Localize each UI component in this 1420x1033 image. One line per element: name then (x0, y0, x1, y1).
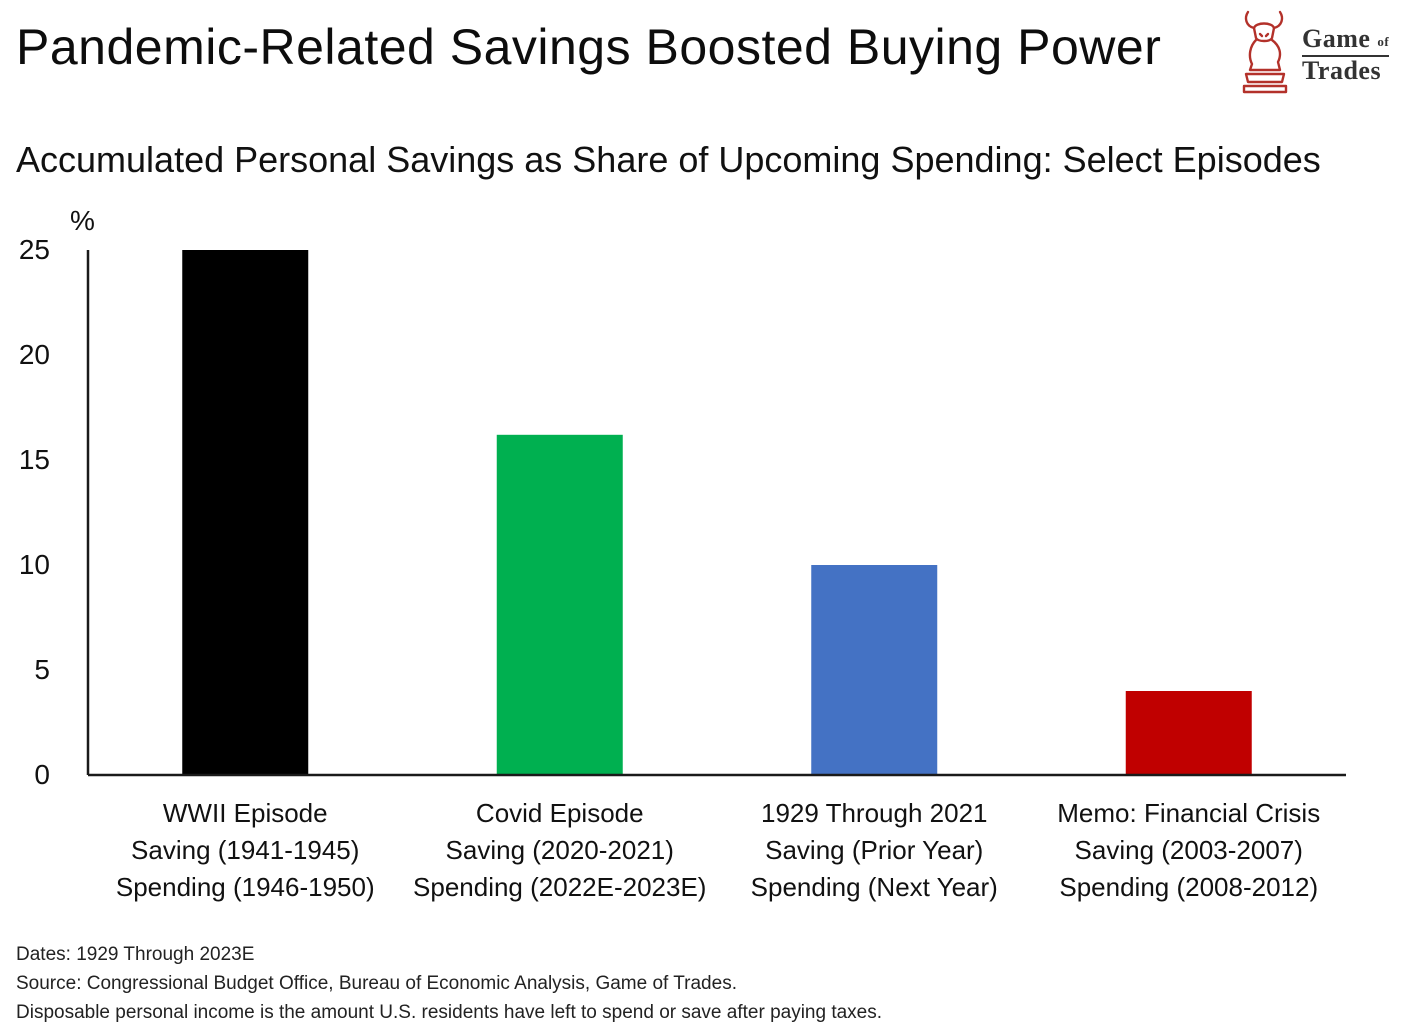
page-title: Pandemic-Related Savings Boosted Buying … (16, 19, 1162, 75)
x-tick-label: Saving (1941-1945) (131, 835, 359, 865)
bar (1125, 691, 1252, 775)
bar (496, 434, 623, 775)
bar-chart: % 0 5 10 15 20 25 WWII Episode Saving (1941-1945… (19, 205, 1346, 902)
x-tick-label: Spending (2008-2012) (1059, 872, 1318, 902)
footer-dates: Dates: 1929 Through 2023E (16, 944, 255, 965)
x-tick-label: Saving (Prior Year) (765, 835, 983, 865)
y-tick-label: 0 (34, 759, 50, 790)
y-tick-label: 20 (19, 339, 50, 370)
game-of-trades-logo: Game of Trades (1236, 6, 1412, 98)
x-tick-label: Spending (Next Year) (751, 872, 998, 902)
x-tick-label: 1929 Through 2021 (761, 798, 988, 828)
x-tick-label: Spending (2022E-2023E) (413, 872, 706, 902)
logo-word-game: Game (1302, 24, 1371, 53)
y-tick-label: 10 (19, 549, 50, 580)
bar (811, 565, 938, 775)
chart-footer: Dates: 1929 Through 2023E Source: Congre… (16, 940, 882, 1027)
bull-chess-knight-icon (1242, 10, 1288, 94)
bar (182, 250, 309, 775)
x-tick-label: Memo: Financial Crisis (1057, 798, 1320, 828)
x-tick-label: Saving (2020-2021) (446, 835, 674, 865)
y-tick-label: 25 (19, 234, 50, 265)
footer-note: Disposable personal income is the amount… (16, 1002, 883, 1023)
y-tick-label: 5 (34, 654, 50, 685)
x-tick-label: Saving (2003-2007) (1075, 835, 1303, 865)
y-axis-unit-label: % (70, 205, 95, 236)
x-tick-label: WWII Episode (163, 798, 328, 828)
x-tick-label: Covid Episode (476, 798, 644, 828)
x-tick-label: Spending (1946-1950) (116, 872, 375, 902)
footer-source: Source: Congressional Budget Office, Bur… (16, 973, 737, 994)
y-tick-label: 15 (19, 444, 50, 475)
logo-word-trades: Trades (1302, 55, 1390, 84)
logo-word-of: of (1377, 34, 1390, 49)
chart-title: Accumulated Personal Savings as Share of… (16, 139, 1321, 180)
